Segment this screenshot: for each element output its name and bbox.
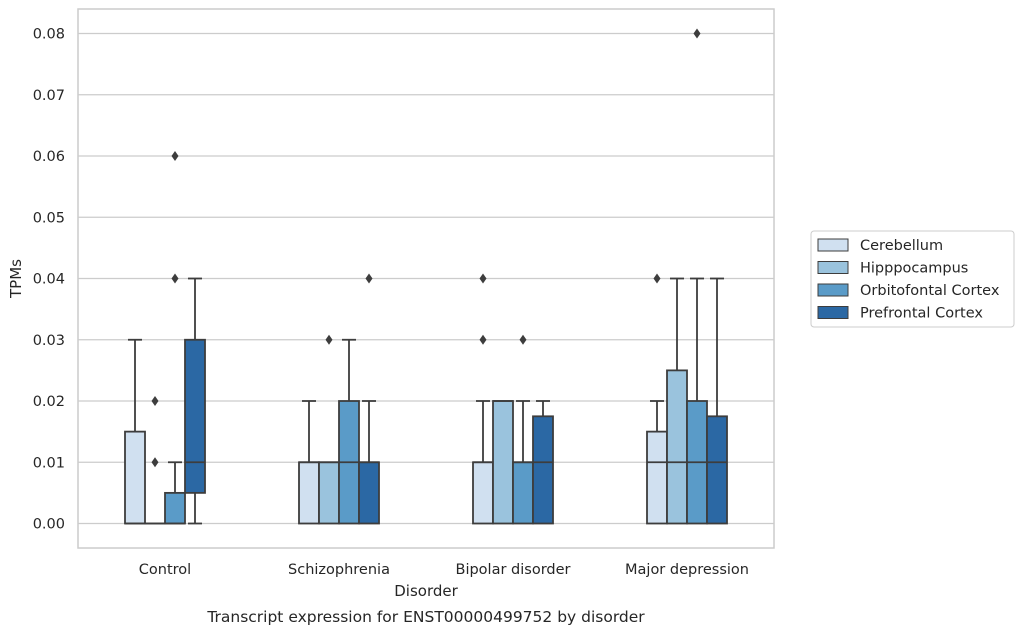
outlier-point <box>151 396 159 406</box>
y-tick-label: 0.06 <box>33 149 65 165</box>
box-3-1 <box>666 277 688 525</box>
plot-frame <box>77 8 775 549</box>
outlier-point <box>479 334 487 345</box>
box-1-0 <box>298 400 320 525</box>
y-tick-label: 0.07 <box>33 88 65 104</box>
box-body <box>666 369 688 525</box>
box-body <box>532 415 554 525</box>
legend-frame <box>810 230 1015 328</box>
box-body <box>646 430 668 525</box>
box-1-1 <box>318 334 340 525</box>
outlier-point <box>365 273 373 284</box>
box-body <box>706 415 728 525</box>
legend-label: Orbitofontal Cortex <box>860 283 1000 299</box>
box-2-2 <box>512 334 534 525</box>
outlier-point <box>693 28 701 39</box>
box-2-0 <box>472 273 494 525</box>
outlier-point <box>325 334 333 345</box>
box-body <box>492 400 514 525</box>
box-0-3 <box>184 277 206 525</box>
box-0-2 <box>164 151 186 525</box>
legend-swatch <box>817 238 849 252</box>
box-1-2 <box>338 338 360 525</box>
x-tick-labels: Control Schizophrenia Bipolar disorder Majo… <box>139 562 749 578</box>
legend-swatch <box>817 283 849 297</box>
box-body <box>318 461 340 525</box>
box-body <box>298 461 320 525</box>
chart-caption: Transcript expression for ENST0000049975… <box>206 608 645 626</box>
legend: Cerebellum Hipppocampus Orbitofontal Corte… <box>810 230 1015 328</box>
outlier-point <box>171 273 179 284</box>
x-tick-label: Major depression <box>625 562 749 578</box>
legend-label: Prefrontal Cortex <box>860 306 983 322</box>
box-3-2 <box>686 28 708 525</box>
outlier-point <box>653 273 661 284</box>
legend-swatch <box>817 261 849 274</box>
box-3-3 <box>706 277 728 525</box>
x-tick-label: Control <box>139 562 191 578</box>
legend-label: Hipppocampus <box>860 261 968 277</box>
box-2-3 <box>532 400 554 525</box>
box-body <box>184 338 206 494</box>
box-body <box>358 461 380 525</box>
y-tick-label: 0.01 <box>33 455 65 471</box>
y-tick-labels: 0.00 0.01 0.02 0.03 0.04 0.05 0.06 0.07 0.08 <box>33 27 65 533</box>
box-3-0 <box>646 273 668 525</box>
box-0-0 <box>124 338 146 525</box>
outlier-point <box>519 334 527 345</box>
legend-swatch <box>817 306 849 319</box>
y-tick-label: 0.04 <box>33 272 65 288</box>
box-body <box>164 491 186 525</box>
outlier-point <box>479 273 487 284</box>
box-0-1 <box>144 396 166 525</box>
outlier-point <box>151 457 159 468</box>
box-body <box>512 461 534 525</box>
y-tick-label: 0.05 <box>33 210 65 226</box>
box-body <box>472 461 494 525</box>
box-body <box>124 430 146 525</box>
legend-label: Cerebellum <box>860 238 943 254</box>
x-axis-label: Disorder <box>394 582 458 600</box>
x-tick-label: Schizophrenia <box>288 562 390 578</box>
box-2-1 <box>492 400 514 525</box>
y-tick-label: 0.08 <box>33 27 65 43</box>
y-tick-label: 0.03 <box>33 333 65 349</box>
y-tick-label: 0.00 <box>33 517 65 533</box>
y-tick-label: 0.02 <box>33 394 65 410</box>
x-tick-label: Bipolar disorder <box>456 562 571 578</box>
y-axis-label: TPMs <box>7 259 25 299</box>
box-1-3 <box>358 273 380 525</box>
box-groups <box>124 28 728 525</box>
outlier-point <box>171 151 179 161</box>
